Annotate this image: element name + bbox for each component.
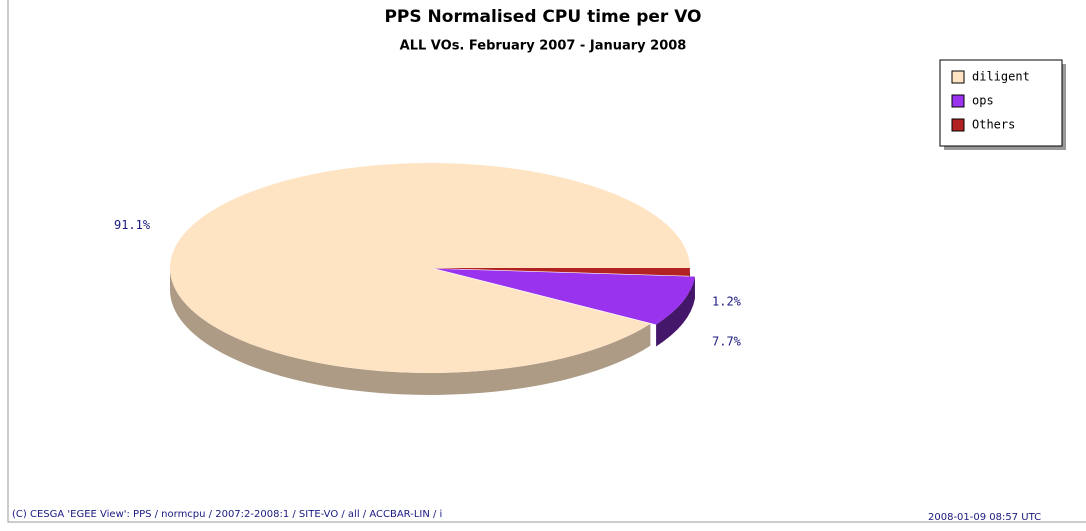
legend-swatch — [951, 118, 965, 132]
chart-subtitle: ALL VOs. February 2007 - January 2008 — [400, 39, 687, 54]
data-label: 91.1% — [114, 218, 151, 232]
legend-swatch — [951, 94, 965, 108]
data-label: 7.7% — [712, 335, 742, 349]
slice — [170, 162, 690, 373]
footer: (C) CESGA 'EGEE View': PPS / normcpu / 2… — [12, 509, 442, 520]
chart-title: PPS Normalised CPU time per VO — [384, 7, 701, 27]
legend-swatch — [951, 70, 965, 84]
data-label: 1.2% — [712, 295, 742, 309]
legend-label: ops — [972, 94, 994, 108]
legend-label: Others — [972, 118, 1015, 132]
timestamp: 2008-01-09 08:57 UTC — [928, 512, 1041, 523]
slice — [435, 268, 695, 325]
slice-side — [656, 276, 695, 347]
legend-label: diligent — [972, 70, 1030, 84]
slice-side — [170, 268, 651, 395]
slice — [430, 268, 690, 276]
